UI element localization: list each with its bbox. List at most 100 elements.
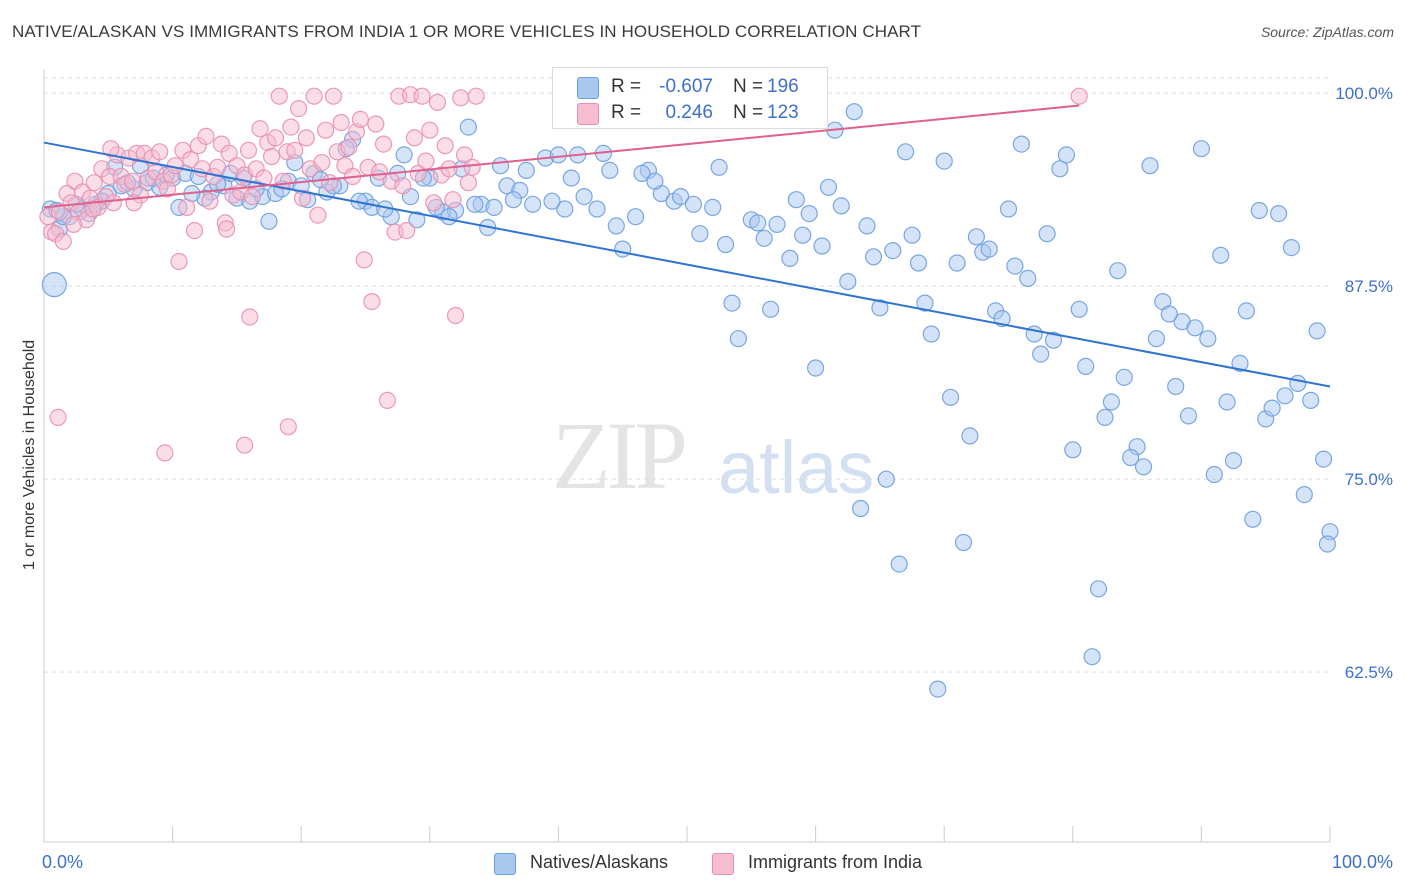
india-point (313, 154, 331, 172)
natives-point (691, 225, 709, 243)
natives-point (1038, 225, 1056, 243)
bottom-legend-natives: Natives/Alaskans (494, 852, 694, 876)
natives-point (459, 118, 477, 136)
natives-point (710, 158, 728, 176)
india-point (355, 251, 373, 269)
legend-n-label: N = (733, 102, 764, 123)
legend-n-label: N = (733, 76, 764, 97)
india-point (218, 220, 236, 238)
natives-point (845, 103, 863, 121)
natives-point (41, 272, 67, 298)
india-point (324, 87, 342, 105)
stats-legend: R = -0.607 N = 196 R = 0.246 N = 123 (552, 67, 828, 129)
india-point (378, 391, 396, 409)
watermark-atlas: atlas (718, 426, 875, 509)
india-point (405, 129, 423, 147)
india-point (251, 120, 269, 138)
natives-point (1276, 387, 1294, 405)
natives-point (787, 191, 805, 209)
bottom-legend-label-natives: Natives/Alaskans (530, 852, 669, 872)
india-point (104, 194, 123, 212)
chart-source: Source: ZipAtlas.com (1260, 24, 1394, 40)
natives-point (961, 427, 979, 445)
x-tick-label-max: 100.0% (1331, 852, 1393, 872)
bottom-legend-label-india: Immigrants from India (748, 852, 923, 872)
natives-point (1160, 305, 1178, 323)
india-point (170, 252, 188, 271)
natives-point (877, 470, 895, 488)
natives-point (1019, 269, 1037, 287)
natives-point (601, 161, 619, 179)
natives-point (517, 161, 535, 179)
natives-point (1295, 486, 1313, 504)
natives-point (1199, 330, 1217, 348)
india-point (425, 194, 443, 212)
india-point (102, 140, 120, 158)
natives-point (1250, 201, 1268, 220)
natives-point (896, 143, 915, 161)
india-point (332, 113, 350, 132)
natives-point (504, 191, 523, 209)
india-point (452, 89, 470, 107)
natives-point (1237, 302, 1256, 320)
natives-point (980, 240, 998, 258)
natives-point (575, 188, 593, 206)
natives-point (1192, 140, 1211, 158)
india-point (371, 163, 389, 181)
natives-point (1089, 580, 1108, 598)
bottom-legend-india: Immigrants from India (712, 852, 952, 876)
natives-point (1044, 331, 1063, 349)
natives-point (588, 200, 606, 218)
india-point (182, 151, 200, 169)
india-point (266, 129, 285, 147)
natives-point (935, 152, 953, 170)
natives-point (1314, 450, 1333, 468)
natives-point (948, 254, 966, 272)
india-point (351, 110, 369, 129)
india-point (363, 293, 381, 311)
india-point (413, 87, 431, 105)
india-point (85, 174, 103, 192)
natives-point (768, 215, 786, 233)
india-point (446, 306, 465, 325)
natives-trend-line (43, 141, 1331, 388)
natives-point (491, 157, 510, 175)
natives-point (800, 205, 818, 223)
chart-title: NATIVE/ALASKAN VS IMMIGRANTS FROM INDIA … (12, 22, 922, 41)
india-point (317, 121, 335, 139)
natives-point (1244, 510, 1262, 528)
natives-point (1070, 300, 1088, 318)
india-point (243, 188, 261, 206)
india-point (309, 206, 327, 224)
natives-point (556, 200, 574, 218)
natives-point (832, 197, 850, 215)
india-point (151, 143, 169, 161)
natives-point (1051, 160, 1069, 178)
natives-point (626, 208, 645, 226)
natives-point (729, 330, 748, 348)
natives-point (1167, 377, 1185, 396)
natives-point (633, 164, 651, 182)
india-point (64, 215, 83, 233)
legend-swatch-india (577, 103, 599, 125)
india-point (305, 87, 323, 105)
natives-point (607, 217, 625, 235)
natives-point (916, 294, 934, 312)
natives-point (781, 249, 799, 267)
india-point (463, 158, 481, 176)
natives-point (749, 214, 767, 232)
india-point (398, 222, 416, 240)
natives-point (813, 237, 831, 255)
india-point (290, 99, 308, 118)
natives-point (967, 228, 986, 246)
natives-point (395, 146, 413, 164)
natives-point (684, 195, 703, 213)
natives-point (839, 272, 857, 291)
natives-point (858, 217, 876, 235)
natives-point (716, 235, 735, 254)
legend-r-value-natives: -0.607 (659, 76, 713, 97)
natives-point (260, 212, 278, 230)
india-point (279, 418, 297, 436)
india-point (156, 444, 174, 462)
